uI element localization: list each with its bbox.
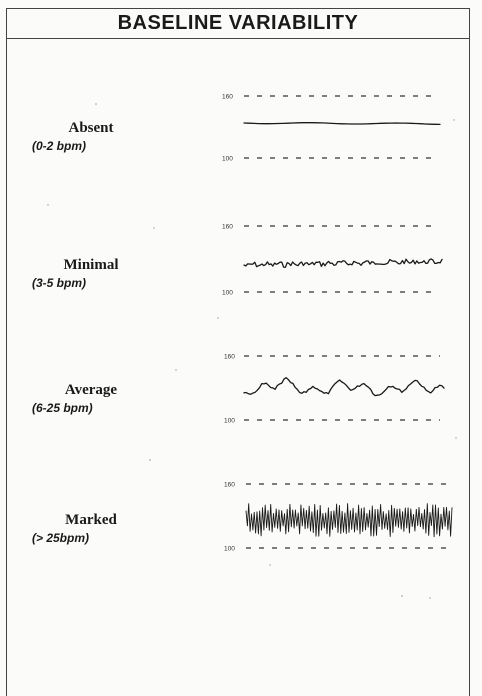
label-absent: Absent (0-2 bpm) [16, 118, 166, 154]
speck [269, 564, 271, 566]
label-average: Average (6-25 bpm) [16, 380, 166, 416]
category-name-marked: Marked [65, 512, 117, 528]
category-range-average: (6-25 bpm) [32, 401, 93, 415]
label-minimal: Minimal (3-5 bpm) [16, 255, 166, 291]
fhr-trace-marked [245, 503, 453, 538]
speck [429, 597, 431, 599]
speck [401, 595, 403, 597]
fhr-trace-absent [243, 122, 441, 126]
tick-label-160-minimal: 160 [222, 224, 233, 231]
tick-label-160-absent: 160 [222, 94, 233, 101]
diagram-frame: BASELINE VARIABILITY [6, 8, 470, 696]
page-title: BASELINE VARIABILITY [117, 12, 359, 34]
category-name-minimal: Minimal [63, 257, 119, 273]
fhr-trace-minimal [243, 258, 443, 268]
category-range-marked: (> 25bpm) [32, 531, 90, 545]
speck [453, 119, 455, 121]
tick-label-100-absent: 100 [222, 156, 233, 163]
speck [153, 227, 155, 229]
speck [95, 103, 97, 105]
tick-label-100-minimal: 100 [222, 290, 233, 297]
tick-label-160-marked: 160 [224, 482, 235, 489]
category-name-average: Average [64, 382, 118, 398]
speck [149, 459, 151, 461]
tick-label-100-average: 100 [224, 418, 235, 425]
category-range-minimal: (3-5 bpm) [32, 276, 86, 290]
label-marked: Marked (> 25bpm) [16, 510, 166, 546]
category-range-absent: (0-2 bpm) [32, 139, 86, 153]
category-name-absent: Absent [68, 120, 114, 136]
tick-label-100-marked: 100 [224, 546, 235, 553]
speck [217, 317, 219, 319]
title-bar: BASELINE VARIABILITY [7, 9, 469, 39]
speck [47, 204, 49, 206]
tick-label-160-average: 160 [224, 354, 235, 361]
fhr-trace-average [243, 377, 445, 397]
speck [455, 437, 457, 439]
speck [175, 369, 177, 371]
